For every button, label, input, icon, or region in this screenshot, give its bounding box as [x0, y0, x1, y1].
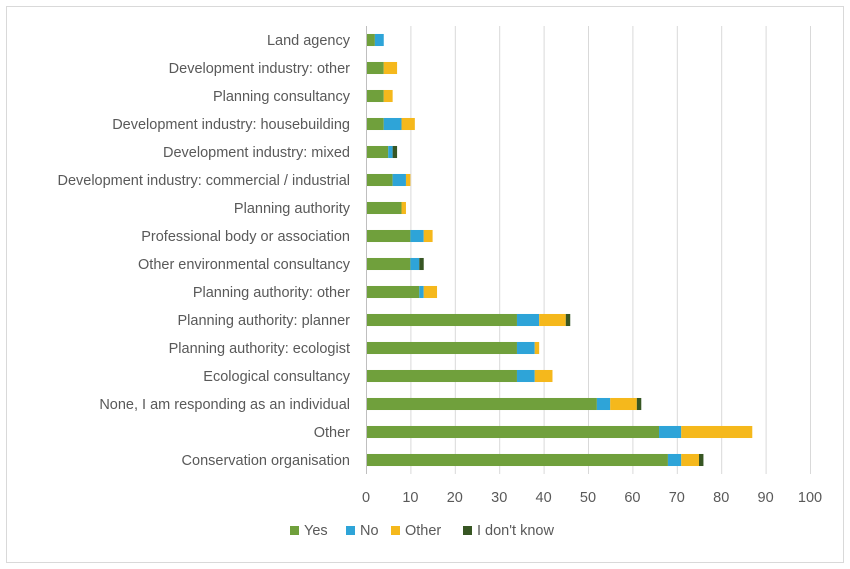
bar-professional-body-or-association-other	[423, 229, 433, 243]
bar-planning-authority-yes	[366, 201, 402, 215]
category-label-land-agency: Land agency	[267, 33, 351, 49]
bar-professional-body-or-association-yes	[366, 229, 411, 243]
bar-land-agency-no	[374, 33, 384, 47]
bar-ecological-consultancy-no	[516, 369, 535, 383]
bar-ecological-consultancy-other	[534, 369, 553, 383]
bar-development-industry-commercial-industrial-other	[405, 173, 411, 187]
x-tick-label-10: 10	[402, 490, 418, 506]
category-label-ecological-consultancy: Ecological consultancy	[203, 369, 350, 385]
bar-conservation-organisation-other	[681, 453, 699, 467]
x-tick-label-100: 100	[798, 490, 822, 506]
category-label-none-i-am-responding-as-an-individual: None, I am responding as an individual	[99, 397, 350, 413]
bar-other-environmental-consultancy-yes	[366, 257, 411, 271]
bar-planning-consultancy-other	[383, 89, 393, 103]
legend-label-other: Other	[405, 523, 441, 539]
bar-other-other	[681, 425, 753, 439]
legend-label-i-don-t-know: I don't know	[477, 523, 554, 539]
bar-development-industry-mixed-i-don-t-know	[392, 145, 398, 159]
x-tick-label-70: 70	[669, 490, 685, 506]
legend-label-yes: Yes	[304, 523, 328, 539]
bar-planning-authority-planner-no	[516, 313, 540, 327]
bar-planning-consultancy-yes	[366, 89, 384, 103]
category-label-planning-consultancy: Planning consultancy	[213, 89, 351, 105]
legend-swatch-i-don-t-know	[463, 526, 472, 535]
x-tick-label-50: 50	[580, 490, 596, 506]
category-label-conservation-organisation: Conservation organisation	[182, 453, 350, 469]
legend-swatch-yes	[290, 526, 299, 535]
bar-conservation-organisation-i-don-t-know	[699, 453, 704, 467]
bar-other-environmental-consultancy-no	[410, 257, 420, 271]
bar-other-no	[659, 425, 682, 439]
bar-none-i-am-responding-as-an-individual-i-don-t-know	[636, 397, 642, 411]
bar-planning-authority-other-other	[423, 285, 438, 299]
category-label-other: Other	[314, 425, 350, 441]
bar-development-industry-mixed-yes	[366, 145, 389, 159]
x-tick-label-30: 30	[491, 490, 507, 506]
category-label-development-industry-other: Development industry: other	[169, 61, 351, 77]
category-label-development-industry-mixed: Development industry: mixed	[163, 145, 350, 161]
bar-none-i-am-responding-as-an-individual-no	[596, 397, 611, 411]
legend-label-no: No	[360, 523, 379, 539]
chart-frame	[6, 6, 844, 563]
category-label-development-industry-housebuilding: Development industry: housebuilding	[112, 117, 350, 133]
bar-planning-authority-planner-i-don-t-know	[565, 313, 571, 327]
bar-development-industry-other-other	[383, 61, 398, 75]
bar-conservation-organisation-yes	[366, 453, 668, 467]
bar-conservation-organisation-no	[667, 453, 682, 467]
bar-none-i-am-responding-as-an-individual-other	[610, 397, 637, 411]
bar-development-industry-mixed-no	[388, 145, 393, 159]
legend-swatch-other	[391, 526, 400, 535]
bar-development-industry-housebuilding-other	[401, 117, 415, 131]
x-tick-label-0: 0	[362, 490, 370, 506]
category-label-professional-body-or-association: Professional body or association	[141, 229, 350, 245]
category-label-planning-authority-ecologist: Planning authority: ecologist	[169, 341, 350, 357]
x-tick-label-90: 90	[758, 490, 774, 506]
bar-development-industry-commercial-industrial-yes	[366, 173, 393, 187]
legend-swatch-no	[346, 526, 355, 535]
x-tick-label-60: 60	[624, 490, 640, 506]
category-label-planning-authority: Planning authority	[234, 201, 351, 217]
x-tick-label-20: 20	[447, 490, 463, 506]
bar-development-industry-other-yes	[366, 61, 384, 75]
category-label-planning-authority-planner: Planning authority: planner	[177, 313, 350, 329]
category-label-other-environmental-consultancy: Other environmental consultancy	[138, 257, 351, 273]
bar-other-yes	[366, 425, 660, 439]
bar-land-agency-yes	[366, 33, 375, 47]
bar-planning-authority-other-no	[419, 285, 424, 299]
bar-planning-authority-other-yes	[366, 285, 420, 299]
bar-development-industry-housebuilding-yes	[366, 117, 384, 131]
bar-ecological-consultancy-yes	[366, 369, 517, 383]
category-label-planning-authority-other: Planning authority: other	[193, 285, 350, 301]
bar-planning-authority-ecologist-no	[516, 341, 535, 355]
bar-other-environmental-consultancy-i-don-t-know	[419, 257, 424, 271]
bar-development-industry-commercial-industrial-no	[392, 173, 406, 187]
bar-professional-body-or-association-no	[410, 229, 424, 243]
bar-planning-authority-planner-other	[539, 313, 566, 327]
bar-planning-authority-other	[401, 201, 406, 215]
category-label-development-industry-commercial-industrial: Development industry: commercial / indus…	[57, 173, 350, 189]
bar-planning-authority-ecologist-other	[534, 341, 540, 355]
bar-planning-authority-ecologist-yes	[366, 341, 517, 355]
bar-none-i-am-responding-as-an-individual-yes	[366, 397, 597, 411]
x-tick-label-80: 80	[713, 490, 729, 506]
bar-development-industry-housebuilding-no	[383, 117, 402, 131]
bar-planning-authority-planner-yes	[366, 313, 517, 327]
x-tick-label-40: 40	[536, 490, 552, 506]
